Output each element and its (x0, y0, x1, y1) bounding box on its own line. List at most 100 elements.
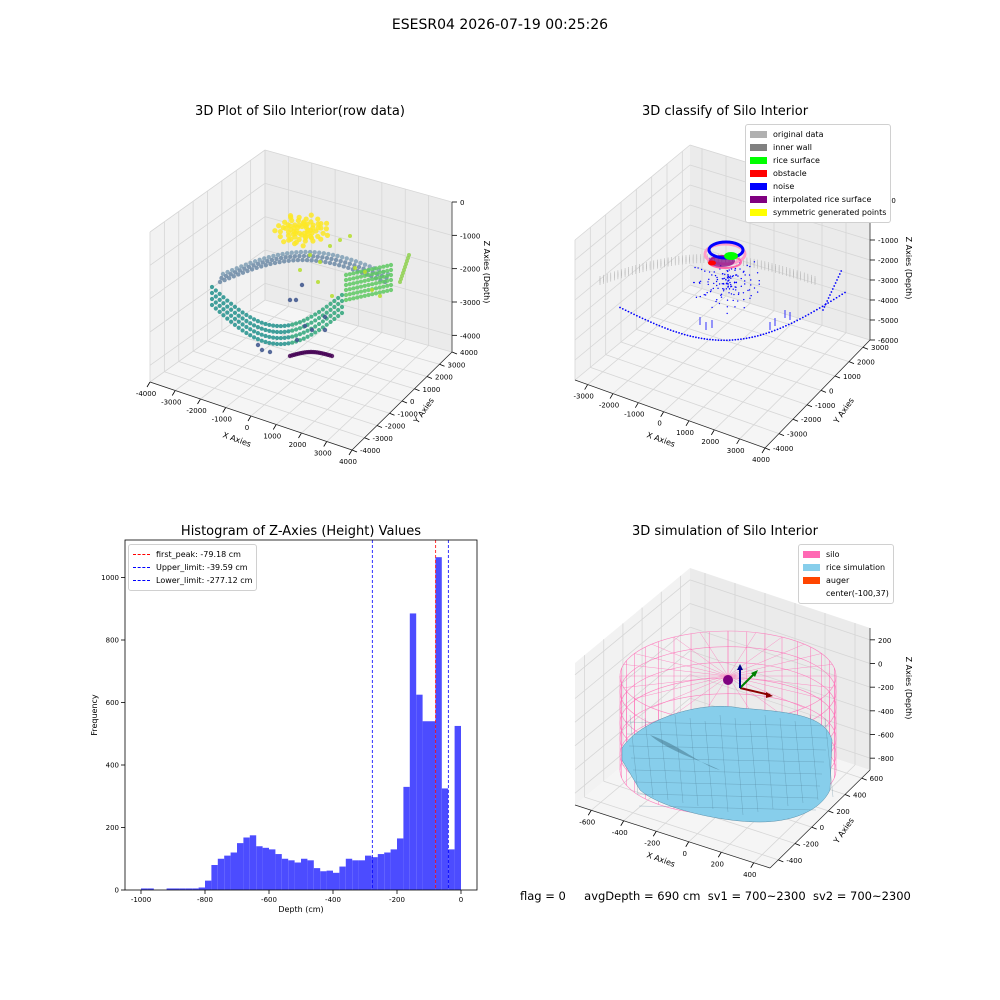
raw-point-top (291, 229, 297, 235)
silo-spoke (727, 675, 822, 699)
plot3-title: Histogram of Z-Axies (Height) Values (180, 524, 422, 539)
silo-spoke (699, 632, 729, 677)
raw-point (388, 262, 394, 268)
hist-bar (371, 857, 378, 890)
hist-ytick-label: 600 (106, 699, 119, 707)
cls-noise (716, 276, 718, 279)
hist-bar (237, 843, 244, 890)
hist-bar (166, 888, 173, 890)
raw-point (240, 316, 245, 321)
classify-legend-entry: interpolated rice surface (750, 193, 886, 206)
cls-noise (707, 283, 709, 286)
raw-point (347, 287, 352, 292)
raw-point (339, 304, 345, 310)
cls-noise (706, 291, 708, 294)
cls-noise (638, 316, 641, 318)
raw-point (347, 297, 352, 302)
raw-point (336, 262, 342, 268)
raw-point (298, 249, 304, 255)
cls-noise (661, 326, 664, 328)
raw-point (239, 264, 244, 269)
cls-ytick (862, 346, 869, 350)
rice-mesh (634, 781, 821, 787)
raw-point (373, 276, 379, 281)
sim-ytick (811, 826, 817, 830)
hist-bar (262, 847, 269, 890)
hist-bar (185, 888, 193, 890)
raw-point (231, 274, 236, 279)
cls-noise (743, 280, 746, 282)
cls-ytick-label: 2000 (857, 359, 875, 367)
hist-bar (339, 866, 346, 890)
raw-point (302, 323, 308, 329)
sim-ztick-label: -200 (878, 684, 894, 692)
simulation-legend: silo rice simulation auger center(-100,37) (798, 544, 894, 604)
raw-point (370, 288, 374, 292)
classify-legend-entry: inner wall (750, 141, 886, 154)
raw-xtick-label: 0 (245, 424, 249, 432)
cls-noise (734, 306, 736, 308)
cls-noise (740, 277, 742, 280)
cls-grid-z-left (574, 144, 691, 241)
raw-point (236, 272, 241, 277)
hist-bar (352, 860, 359, 890)
raw-point (343, 297, 349, 303)
raw-point (322, 314, 328, 320)
raw-point (281, 259, 287, 264)
raw-point (257, 257, 262, 263)
legend-label: auger (826, 576, 850, 585)
cls-xtick (609, 393, 614, 399)
cls-noise (730, 268, 733, 270)
cls-noise (756, 272, 759, 274)
hist-bar (294, 862, 301, 890)
legend-line (133, 580, 150, 581)
hist-bar (365, 855, 372, 890)
cls-ztick-label: -5000 (878, 317, 898, 325)
raw-point (249, 267, 255, 272)
raw-ztick-label: -4000 (460, 332, 480, 340)
cls-noise (833, 285, 836, 287)
sim-grid-y (584, 796, 779, 861)
raw-point (353, 259, 359, 264)
raw-point (263, 327, 268, 333)
hist-bar (230, 852, 237, 890)
plot1-title: 3D Plot of Silo Interior(row data) (195, 104, 405, 119)
raw-point (272, 260, 278, 266)
cls-noise (737, 275, 739, 277)
raw-point (268, 261, 273, 267)
sim-grid-z-left (574, 626, 691, 723)
cls-noise (813, 310, 815, 313)
cls-noise (711, 306, 713, 309)
cls-noise (703, 294, 705, 296)
raw-xtick-label: 2000 (289, 441, 307, 449)
raw-point-top (295, 217, 302, 224)
raw-point (347, 292, 352, 297)
rice-mesh (689, 717, 699, 807)
cls-noise (724, 273, 726, 276)
cls-noise (713, 282, 715, 285)
raw-grid-z (264, 282, 453, 336)
cls-grid-y (636, 328, 822, 391)
raw-point (267, 334, 272, 340)
sim-xtick (620, 820, 625, 826)
raw-point (225, 298, 230, 303)
cls-noise (841, 293, 844, 296)
raw-point (295, 257, 301, 263)
raw-point (266, 254, 272, 260)
cls-noise (727, 280, 729, 282)
raw-point (373, 291, 379, 296)
rice-mesh (734, 717, 744, 816)
hist-bar (217, 858, 225, 890)
cls-noise (748, 274, 751, 276)
raw-point (271, 341, 276, 346)
cls-grid-x (663, 310, 775, 413)
classify-legend-entry: obstacle (750, 167, 886, 180)
hist-bar (454, 725, 461, 890)
raw-point (344, 256, 349, 261)
raw-point (309, 314, 314, 319)
cls-noise (734, 267, 737, 270)
raw-point (370, 277, 375, 282)
cls-ztick-label: -4000 (878, 297, 898, 305)
cls-noise (824, 303, 827, 305)
cls-noise (727, 274, 729, 276)
